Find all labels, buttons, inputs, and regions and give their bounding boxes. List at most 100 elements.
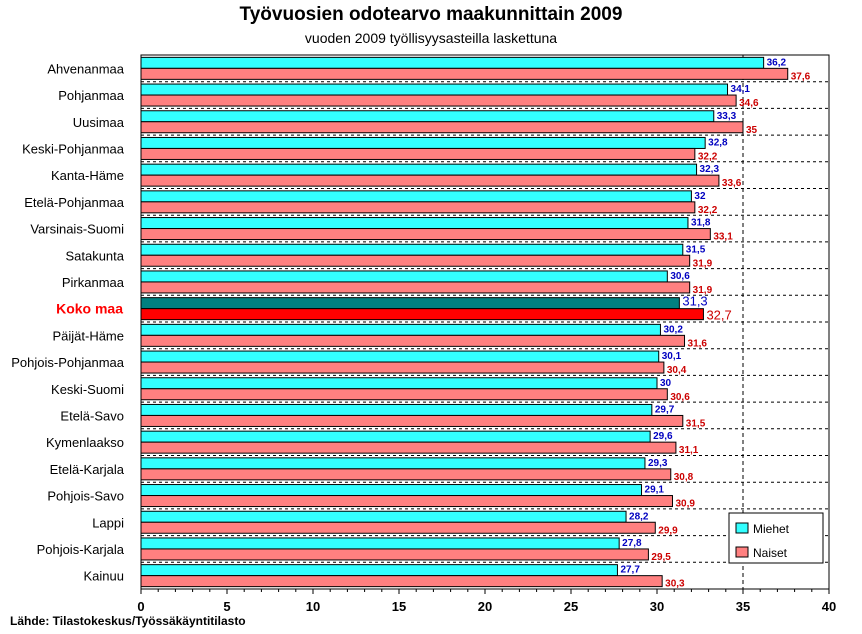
data-label-miehet: 27,7 bbox=[620, 565, 640, 576]
x-tick-label: 0 bbox=[137, 599, 144, 614]
data-label-miehet: 30 bbox=[660, 378, 672, 389]
category-label: Kanta-Häme bbox=[51, 168, 124, 183]
bar-naiset bbox=[140, 521, 656, 534]
category-label: Päijät-Häme bbox=[52, 328, 124, 343]
bar-naiset bbox=[140, 575, 663, 588]
data-label-naiset: 37,6 bbox=[791, 71, 811, 82]
category-label: Koko maa bbox=[56, 301, 123, 317]
data-label-miehet: 29,3 bbox=[648, 458, 668, 469]
data-label-naiset: 33,1 bbox=[713, 232, 733, 243]
bar-miehet bbox=[140, 297, 680, 310]
bar-miehet bbox=[140, 243, 684, 256]
x-tick-label: 35 bbox=[736, 599, 750, 614]
data-label-miehet: 30,1 bbox=[662, 351, 682, 362]
category-label: Etelä-Karjala bbox=[50, 462, 125, 477]
data-label-naiset: 35 bbox=[746, 125, 758, 136]
bar-miehet bbox=[140, 136, 706, 149]
data-label-miehet: 29,7 bbox=[655, 404, 675, 415]
data-label-naiset: 32,7 bbox=[706, 308, 731, 323]
data-label-miehet: 29,6 bbox=[653, 431, 673, 442]
bar-miehet bbox=[140, 430, 651, 443]
category-label: Etelä-Savo bbox=[60, 408, 124, 423]
category-label: Ahvenanmaa bbox=[47, 61, 124, 76]
category-label: Varsinais-Suomi bbox=[30, 222, 124, 237]
bar-naiset bbox=[140, 495, 673, 508]
bar-naiset bbox=[140, 361, 665, 374]
bar-miehet bbox=[140, 457, 646, 470]
data-label-naiset: 30,4 bbox=[667, 365, 687, 376]
legend-label: Naiset bbox=[753, 546, 788, 560]
bar-naiset bbox=[140, 281, 691, 294]
category-label: Kainuu bbox=[84, 569, 124, 584]
bar-miehet bbox=[140, 83, 729, 96]
bar-naiset bbox=[140, 94, 737, 107]
category-label: Pohjois-Karjala bbox=[37, 542, 125, 557]
data-label-miehet: 32,3 bbox=[700, 164, 720, 175]
data-label-naiset: 33,6 bbox=[722, 178, 742, 189]
bar-miehet bbox=[140, 217, 689, 230]
data-label-miehet: 29,1 bbox=[645, 485, 665, 496]
category-label: Pohjanmaa bbox=[58, 88, 125, 103]
bar-naiset bbox=[140, 334, 686, 347]
bar-miehet bbox=[140, 510, 627, 523]
bar-miehet bbox=[140, 377, 658, 390]
source-note: Lähde: Tilastokeskus/Työssäkäyntitilasto bbox=[10, 614, 246, 628]
category-label: Satakunta bbox=[65, 248, 124, 263]
data-label-naiset: 31,1 bbox=[679, 445, 699, 456]
legend-swatch bbox=[735, 546, 749, 558]
category-label: Lappi bbox=[92, 515, 124, 530]
data-label-naiset: 31,5 bbox=[686, 418, 706, 429]
data-label-naiset: 34,6 bbox=[739, 98, 759, 109]
data-label-naiset: 31,9 bbox=[693, 258, 713, 269]
x-tick-label: 30 bbox=[650, 599, 664, 614]
bar-naiset bbox=[140, 201, 696, 214]
bar-naiset bbox=[140, 174, 720, 187]
bar-naiset bbox=[140, 468, 672, 481]
data-label-naiset: 29,9 bbox=[658, 525, 678, 536]
bar-miehet bbox=[140, 56, 765, 69]
data-label-miehet: 33,3 bbox=[717, 111, 737, 122]
x-tick-label: 15 bbox=[392, 599, 406, 614]
bar-naiset bbox=[140, 121, 744, 134]
bar-miehet bbox=[140, 163, 698, 176]
data-label-miehet: 27,8 bbox=[622, 538, 642, 549]
bar-naiset bbox=[140, 228, 711, 241]
category-label: Keski-Suomi bbox=[51, 382, 124, 397]
x-tick-label: 5 bbox=[223, 599, 230, 614]
category-label: Keski-Pohjanmaa bbox=[22, 141, 125, 156]
data-label-miehet: 32 bbox=[694, 191, 706, 202]
data-label-naiset: 31,9 bbox=[693, 285, 713, 296]
bar-naiset bbox=[140, 388, 668, 401]
bar-miehet bbox=[140, 323, 661, 336]
category-label: Pirkanmaa bbox=[62, 275, 125, 290]
x-tick-label: 10 bbox=[306, 599, 320, 614]
category-label: Etelä-Pohjanmaa bbox=[24, 195, 124, 210]
data-label-miehet: 28,2 bbox=[629, 511, 649, 522]
chart-title: Työvuosien odotearvo maakunnittain 2009 bbox=[239, 4, 623, 25]
bar-naiset bbox=[140, 308, 704, 321]
bar-miehet bbox=[140, 110, 715, 123]
data-label-naiset: 31,6 bbox=[688, 338, 708, 349]
bar-miehet bbox=[140, 403, 653, 416]
data-label-naiset: 30,9 bbox=[675, 499, 695, 510]
data-label-miehet: 31,5 bbox=[686, 244, 706, 255]
bar-naiset bbox=[140, 414, 684, 427]
data-label-naiset: 30,8 bbox=[674, 472, 694, 483]
x-tick-label: 20 bbox=[478, 599, 492, 614]
data-label-naiset: 32,2 bbox=[698, 151, 718, 162]
data-label-naiset: 30,3 bbox=[665, 579, 685, 590]
bar-miehet bbox=[140, 537, 620, 550]
bar-naiset bbox=[140, 548, 649, 561]
data-label-naiset: 30,6 bbox=[670, 392, 690, 403]
category-label: Uusimaa bbox=[73, 115, 125, 130]
bar-naiset bbox=[140, 441, 677, 454]
bar-miehet bbox=[140, 270, 668, 283]
bar-miehet bbox=[140, 484, 643, 497]
category-label: Kymenlaakso bbox=[46, 435, 124, 450]
data-label-miehet: 30,6 bbox=[670, 271, 690, 282]
bar-naiset bbox=[140, 254, 691, 267]
data-label-naiset: 29,5 bbox=[651, 552, 671, 563]
data-label-miehet: 32,8 bbox=[708, 137, 728, 148]
bar-miehet bbox=[140, 190, 692, 203]
